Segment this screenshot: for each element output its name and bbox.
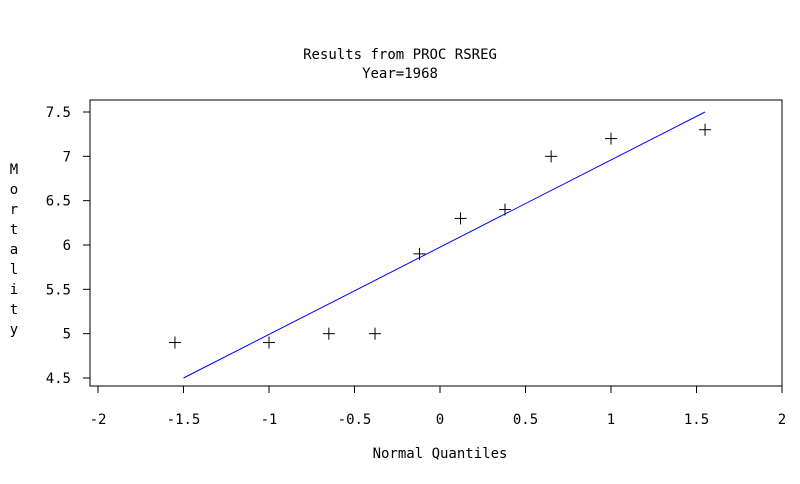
y-axis-title-letter: i: [10, 282, 18, 298]
y-tick-label: 6.5: [46, 194, 71, 210]
x-axis-title: Normal Quantiles: [373, 446, 508, 462]
x-tick-label: -1: [261, 412, 278, 428]
data-point: [413, 247, 426, 260]
x-tick-label: 0.5: [513, 412, 538, 428]
y-axis-title-letter: r: [10, 202, 18, 218]
y-tick-label: 5.5: [46, 282, 71, 298]
data-point: [168, 336, 181, 349]
data-point: [322, 327, 335, 340]
x-tick-label: 1: [607, 412, 615, 428]
y-axis-title-letter: l: [10, 262, 18, 278]
y-tick-label: 7.5: [46, 105, 71, 121]
data-point: [498, 203, 511, 216]
y-axis-title-letter: y: [10, 322, 18, 338]
x-tick-label: -2: [90, 412, 107, 428]
x-tick-label: 2: [778, 412, 786, 428]
y-axis-title-letter: t: [10, 222, 18, 238]
y-tick-label: 7: [63, 149, 71, 165]
fit-line-group: [183, 111, 706, 379]
data-point: [699, 123, 712, 136]
chart-subtitle: Year=1968: [362, 66, 438, 82]
chart-title: Results from PROC RSREG: [303, 47, 497, 63]
y-axis-title-letter: t: [10, 302, 18, 318]
data-points: [168, 123, 712, 349]
y-axis-title-letter: M: [10, 162, 18, 178]
y-tick-label: 5: [63, 327, 71, 343]
y-axis-title-letter: a: [10, 242, 18, 258]
data-point: [545, 150, 558, 163]
x-axis: -2 -1.5 -1 -0.5 0 0.5 1 1.5 2: [90, 386, 786, 428]
y-tick-label: 6: [63, 238, 71, 254]
data-point: [605, 132, 617, 145]
y-tick-label: 4.5: [46, 371, 71, 387]
data-point: [369, 327, 382, 340]
x-tick-label: 0: [436, 412, 444, 428]
x-tick-label: 1.5: [684, 412, 709, 428]
y-axis: 4.5 5 5.5 6 6.5 7 7.5: [46, 105, 90, 387]
data-point: [263, 336, 275, 349]
x-tick-label: -1.5: [167, 412, 201, 428]
plot-frame: [89, 99, 783, 387]
fit-line: [183, 111, 706, 379]
y-axis-title-letter: o: [10, 182, 18, 198]
data-point: [454, 212, 467, 225]
x-tick-label: -0.5: [338, 412, 372, 428]
